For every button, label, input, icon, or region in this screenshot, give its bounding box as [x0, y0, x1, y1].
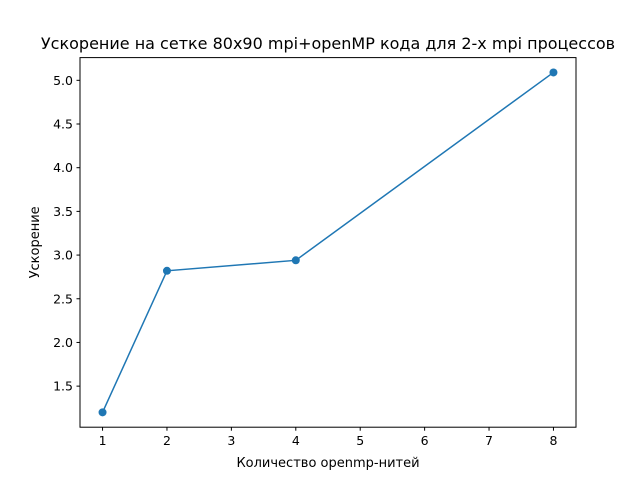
data-point — [549, 68, 558, 77]
x-tick-label: 2 — [163, 433, 171, 448]
chart-title: Ускорение на сетке 80x90 mpi+openMP кода… — [41, 34, 615, 53]
y-tick-label: 2.5 — [53, 291, 73, 306]
y-tick-label: 4.5 — [53, 117, 73, 132]
x-axis-label: Количество openmp-нитей — [236, 456, 419, 471]
x-tick-label: 5 — [356, 433, 364, 448]
series-line — [101, 71, 554, 413]
x-tick-label: 6 — [421, 433, 429, 448]
data-point — [98, 408, 107, 417]
plot-area-frame — [79, 57, 577, 428]
data-point — [291, 256, 300, 265]
y-tick-label: 3.5 — [53, 204, 73, 219]
x-tick-label: 3 — [227, 433, 235, 448]
x-tick-label: 4 — [292, 433, 300, 448]
x-tick-label: 1 — [99, 433, 107, 448]
x-tick-label: 7 — [485, 433, 493, 448]
y-tick-label: 3.0 — [53, 248, 73, 263]
y-tick-label: 5.0 — [53, 73, 73, 88]
y-tick-label: 1.5 — [53, 379, 73, 394]
y-axis-label: Ускорение — [28, 206, 43, 278]
plot-series — [98, 68, 558, 417]
x-tick-label: 8 — [549, 433, 557, 448]
data-point — [162, 266, 171, 275]
y-tick-label: 4.0 — [53, 160, 73, 175]
axis-ticks: 1 2 3 4 5 6 7 8 1.5 2.0 2.5 3.0 3.5 4.0 4.5 5.0 — [53, 73, 557, 448]
y-tick-label: 2.0 — [53, 335, 73, 350]
